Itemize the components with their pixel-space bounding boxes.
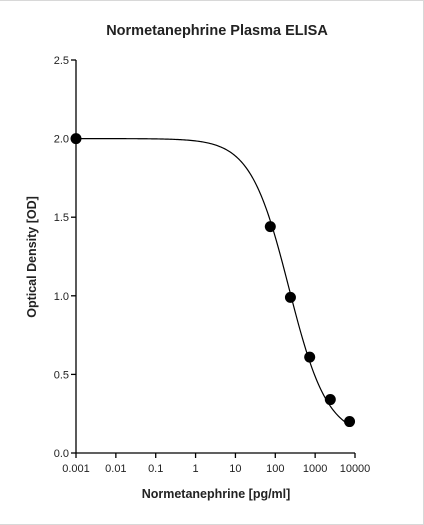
fit-curve (76, 138, 350, 426)
data-point (324, 394, 336, 406)
y-tick-label: 1.5 (54, 212, 69, 224)
x-tick-label: 1 (193, 463, 199, 475)
x-tick-label: 10000 (340, 463, 371, 475)
x-tick-label: 0.1 (148, 463, 163, 475)
x-tick-label: 100 (266, 463, 284, 475)
data-point (304, 351, 316, 363)
data-point (70, 133, 82, 145)
x-tick-label: 0.01 (105, 463, 126, 475)
data-point (264, 221, 276, 233)
y-tick-label: 2.0 (54, 134, 69, 146)
y-axis-label: Optical Density [OD] (25, 196, 39, 318)
axes (75, 60, 355, 454)
x-axis-label: Normetanephrine [pg/ml] (142, 487, 291, 501)
ticks: 0.0 0.5 1.0 1.5 2.0 2.5 0.001 0.01 0.1 1 10 100 1000… (54, 55, 371, 475)
x-tick-label: 1000 (303, 463, 327, 475)
y-tick-label: 0.5 (54, 369, 69, 381)
fit-curve-layer (76, 138, 350, 426)
data-point (284, 291, 296, 303)
y-tick-label: 1.0 (54, 291, 69, 303)
y-tick-label: 0.0 (54, 448, 69, 460)
chart-title: Normetanephrine Plasma ELISA (106, 23, 328, 39)
data-point (344, 416, 356, 428)
data-points (70, 133, 356, 428)
x-tick-label: 10 (229, 463, 241, 475)
x-tick-label: 0.001 (62, 463, 90, 475)
y-tick-label: 2.5 (54, 55, 69, 67)
